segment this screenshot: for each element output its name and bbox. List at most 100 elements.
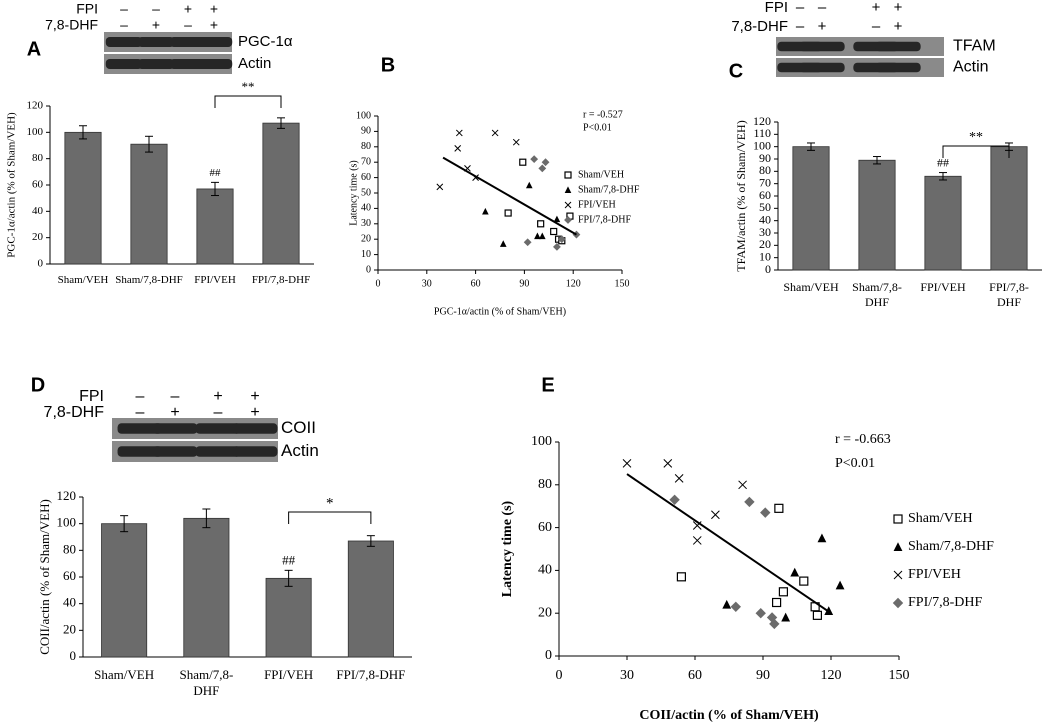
marker bbox=[519, 158, 527, 166]
blot-band bbox=[105, 37, 143, 47]
marker bbox=[538, 232, 546, 240]
y-tick-label: 60 bbox=[538, 520, 552, 535]
treatment-sign: – bbox=[136, 404, 145, 421]
marker bbox=[530, 155, 539, 164]
y-axis-label: TFAM/actin (% of Sham/VEH) bbox=[734, 120, 748, 271]
significance-label: ## bbox=[937, 155, 949, 169]
x-tick-label: Sham/VEH bbox=[57, 274, 109, 286]
y-tick-label: 50 bbox=[361, 187, 371, 198]
marker-shape bbox=[525, 181, 533, 189]
error-bar bbox=[873, 156, 881, 165]
error-bar bbox=[277, 117, 285, 129]
marker bbox=[892, 597, 904, 609]
marker-shape bbox=[564, 186, 572, 193]
y-tick-label: 80 bbox=[361, 141, 371, 152]
bracket-label: * bbox=[326, 495, 334, 511]
x-tick-label: Sham/VEH bbox=[783, 280, 839, 294]
legend-label: Sham/7,8-DHF bbox=[908, 539, 994, 554]
marker bbox=[622, 459, 632, 468]
marker bbox=[564, 216, 572, 224]
annotation: r = -0.663 bbox=[835, 432, 891, 447]
marker-shape bbox=[541, 158, 550, 167]
marker-shape bbox=[766, 612, 778, 623]
marker bbox=[564, 186, 572, 193]
marker bbox=[676, 572, 687, 582]
marker-shape bbox=[454, 144, 462, 152]
marker-shape bbox=[755, 608, 766, 619]
x-tick-label: 30 bbox=[422, 278, 432, 289]
marker-shape bbox=[781, 612, 791, 622]
marker bbox=[523, 238, 532, 247]
blot-band bbox=[195, 59, 233, 69]
treatment-sign: – bbox=[152, 1, 160, 17]
marker-shape bbox=[711, 510, 720, 520]
marker bbox=[564, 171, 572, 179]
y-tick-label: 40 bbox=[32, 205, 44, 217]
y-tick-label: 100 bbox=[57, 515, 77, 530]
marker-shape bbox=[512, 138, 520, 146]
x-tick-label: 150 bbox=[889, 668, 910, 683]
x-tick-label: FPI/7,8-DHF bbox=[336, 667, 406, 682]
marker bbox=[557, 235, 566, 244]
treatment-sign: + bbox=[894, 18, 903, 35]
marker bbox=[893, 514, 903, 524]
marker-shape bbox=[799, 576, 809, 586]
x-axis-label: COII/actin (% of Sham/VEH) bbox=[639, 708, 819, 723]
y-tick-label: 90 bbox=[759, 151, 771, 165]
annotation: P<0.01 bbox=[583, 122, 612, 133]
marker-shape bbox=[692, 536, 702, 545]
marker bbox=[738, 480, 747, 490]
annotation: P<0.01 bbox=[835, 456, 875, 471]
marker-shape bbox=[817, 533, 827, 543]
y-tick-label: 100 bbox=[753, 138, 771, 152]
treatment-sign: – bbox=[171, 388, 180, 405]
marker-shape bbox=[504, 209, 512, 217]
y-tick-label: 80 bbox=[759, 163, 771, 177]
y-tick-label: 120 bbox=[753, 114, 771, 128]
y-tick-label: 60 bbox=[759, 188, 771, 202]
x-tick-label: 30 bbox=[620, 668, 634, 683]
marker bbox=[553, 243, 561, 251]
marker bbox=[534, 232, 541, 240]
y-tick-label: 110 bbox=[753, 126, 771, 140]
marker-shape bbox=[663, 459, 673, 468]
panel-label: C bbox=[729, 60, 743, 82]
marker-shape bbox=[744, 496, 755, 508]
marker-shape bbox=[530, 155, 539, 164]
marker bbox=[730, 601, 741, 612]
marker-shape bbox=[674, 474, 684, 483]
marker bbox=[491, 129, 499, 137]
treatment-sign: + bbox=[210, 17, 218, 33]
y-tick-label: 80 bbox=[538, 477, 552, 492]
treatment-sign: – bbox=[818, 0, 827, 16]
bracket bbox=[214, 95, 282, 108]
blot-band bbox=[232, 446, 278, 457]
treatment-label: FPI bbox=[79, 388, 104, 405]
bar bbox=[990, 146, 1028, 271]
x-tick-label: Sham/7,8-DHF bbox=[179, 667, 234, 699]
marker-shape bbox=[893, 514, 903, 524]
x-tick-label: FPI/VEH bbox=[920, 280, 966, 294]
marker-shape bbox=[550, 227, 558, 236]
y-tick-label: 0 bbox=[38, 258, 44, 270]
error-bar bbox=[145, 135, 153, 153]
legend-label: FPI/VEH bbox=[908, 567, 961, 582]
error-bar bbox=[211, 181, 219, 197]
blot-band bbox=[195, 446, 241, 457]
band-label: COII bbox=[281, 418, 316, 437]
treatment-sign: + bbox=[818, 18, 827, 35]
panel-label: B bbox=[381, 54, 395, 76]
treatment-sign: – bbox=[184, 17, 192, 33]
error-bar bbox=[939, 172, 947, 181]
marker bbox=[760, 507, 771, 518]
marker-shape bbox=[538, 232, 546, 240]
marker bbox=[512, 138, 520, 146]
marker bbox=[769, 618, 780, 630]
error-bar bbox=[120, 515, 129, 533]
bracket-label: ** bbox=[242, 79, 255, 94]
y-tick-label: 40 bbox=[538, 563, 552, 578]
y-tick-label: 70 bbox=[361, 156, 371, 167]
marker bbox=[790, 567, 800, 577]
marker-shape bbox=[722, 599, 732, 609]
